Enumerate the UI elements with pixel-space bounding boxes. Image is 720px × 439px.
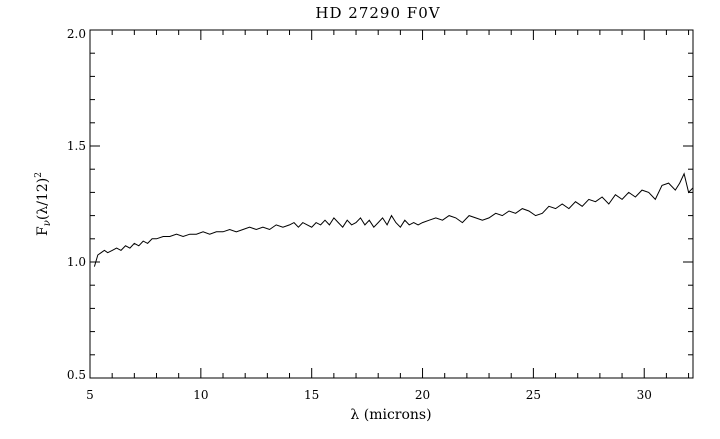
x-tick-label: 30	[637, 388, 652, 402]
series-line	[93, 172, 694, 267]
x-tick-label: 25	[526, 388, 541, 402]
chart-title: HD 27290 F0V	[315, 4, 440, 22]
x-axis-label: λ (microns)	[350, 407, 431, 423]
y-tick-label: 1.5	[67, 139, 86, 153]
y-axis-label-rest: (λ/12)	[35, 178, 51, 220]
y-tick-labels: 0.5 1.0 1.5 2.0	[67, 27, 86, 382]
y-tick-label: 2.0	[67, 27, 86, 41]
y-axis-label-main: F	[35, 226, 51, 236]
y-axis-label-sub: ν	[42, 220, 53, 226]
y-tick-label: 1.0	[67, 255, 86, 269]
x-tick-label: 5	[86, 388, 94, 402]
y-axis-label-sup: 2	[34, 172, 44, 178]
axis-ticks	[89, 29, 693, 379]
y-axis-label: Fν(λ/12)2	[34, 172, 53, 236]
x-tick-label: 20	[415, 388, 430, 402]
x-tick-label: 10	[193, 388, 208, 402]
y-tick-label: 0.5	[67, 368, 86, 382]
x-tick-label: 15	[304, 388, 319, 402]
plot-frame	[89, 29, 694, 379]
x-tick-labels: 5 10 15 20 25 30	[86, 388, 652, 402]
